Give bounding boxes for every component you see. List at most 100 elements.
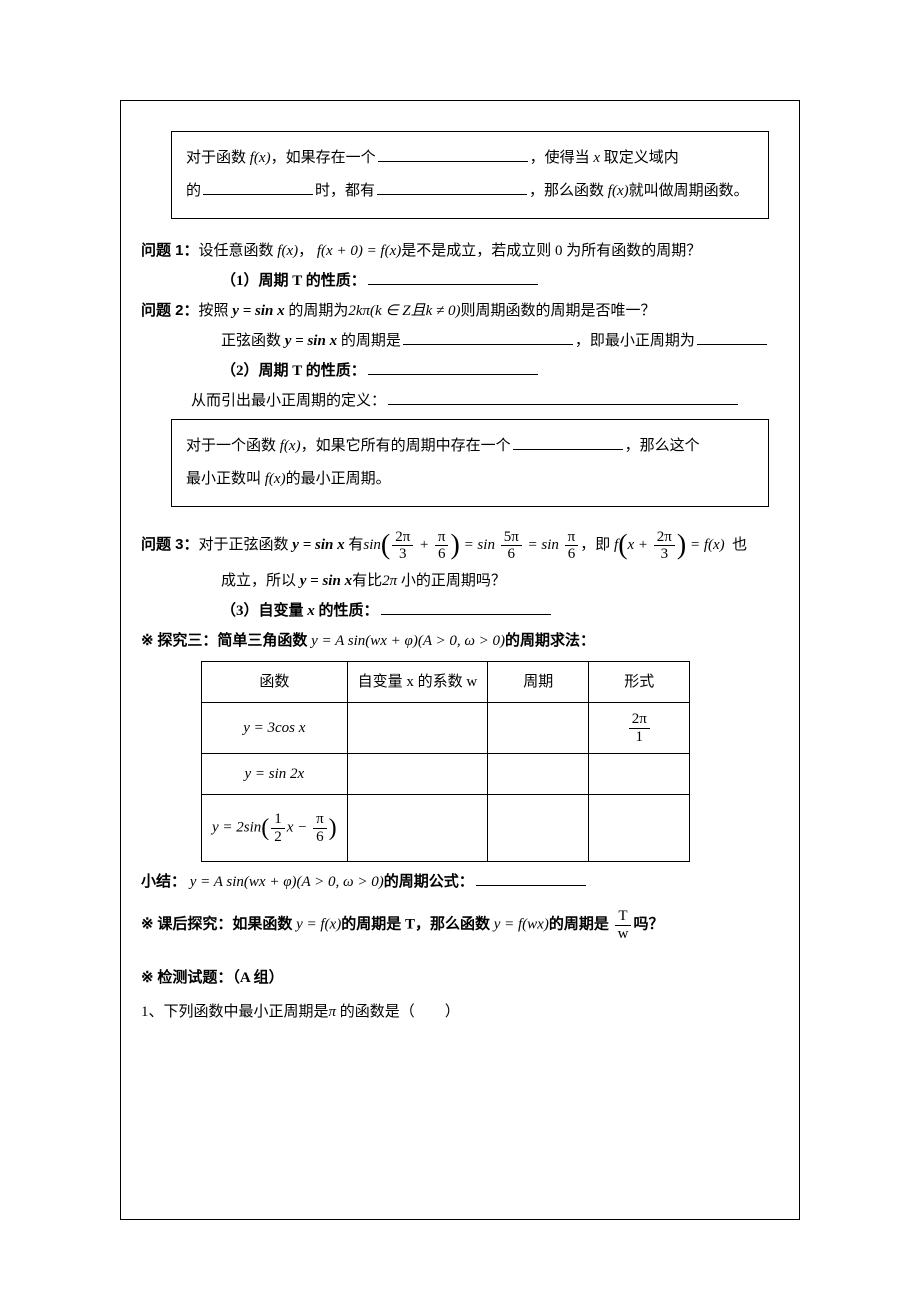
blank-field [513, 434, 623, 450]
cell-form: 2π1 [589, 703, 690, 754]
after-class: ※ 课后探究：如果函数 y = f(x)的周期是 T，那么函数 y = f(wx… [141, 908, 779, 942]
sin-prefix: sin [363, 537, 381, 553]
cell-coef [347, 754, 488, 795]
summary: 小结： y = A sin(wx + φ)(A > 0, ω > 0)的周期公式… [141, 870, 779, 894]
q3-prop: （3）自变量 x 的性质： [221, 599, 779, 623]
def2-text: 的最小正周期。 [286, 471, 391, 487]
rparen-icon: ) [450, 530, 459, 561]
prop2-text: （2）周期 T 的性质： [221, 363, 366, 379]
def1-line1: 对于函数 f(x)，如果存在一个，使得当 x 取定义域内 [186, 142, 754, 175]
q2-period: 2kπ(k ∈ Z且k ≠ 0) [348, 303, 460, 319]
mark-icon: ※ [141, 633, 154, 649]
test-label: 检测试题：（A 组） [157, 970, 283, 986]
rparen-icon: ) [677, 530, 686, 561]
q2-body: 则周期函数的周期是否唯一？ [460, 303, 655, 319]
rparen-icon: ) [329, 815, 337, 841]
table-row: y = 3cos x 2π1 [202, 703, 690, 754]
two-pi: 2π [382, 573, 397, 589]
def1-text: ，那么函数 [529, 183, 604, 199]
q2-body: 的周期为 [288, 303, 348, 319]
def2-line2: 最小正数叫 f(x)的最小正周期。 [186, 463, 754, 496]
plus: + [419, 537, 429, 553]
cell-coef [347, 703, 488, 754]
xminus: x − [287, 819, 308, 835]
def2-line1: 对于一个函数 f(x)，如果它所有的周期中存在一个 ，那么这个 [186, 430, 754, 463]
derive-text: 从而引出最小正周期的定义： [191, 393, 386, 409]
frac-tw: Tw [615, 908, 632, 942]
q3-label: 问题 3： [141, 536, 199, 553]
eq: = sin [528, 537, 559, 553]
q2-text: 的周期是 [341, 333, 401, 349]
def1-text: ，如果存在一个 [271, 150, 376, 166]
y-sinx: y = sin x [232, 303, 284, 319]
def1-line2: 的时，都有，那么函数 f(x)就叫做周期函数。 [186, 175, 754, 208]
den: w [615, 926, 632, 943]
ac-body: 的周期是 T，那么函数 [341, 916, 490, 932]
question-1: 问题 1：设任意函数 f(x)， f(x + 0) = f(x)是不是成立，若成… [141, 239, 779, 263]
xplus: x + [628, 537, 649, 553]
prop1-text: （1）周期 T 的性质： [221, 273, 366, 289]
def1-text: 对于函数 [186, 150, 246, 166]
q2-prop: （2）周期 T 的性质： [221, 359, 779, 383]
ac-label: 课后探究：如果函数 [157, 916, 292, 932]
eq: = sin [464, 537, 495, 553]
den: 6 [501, 546, 522, 563]
q2-line2: 正弦函数 y = sin x 的周期是，即最小正周期为 [221, 329, 779, 353]
cell-fn: y = 3cos x [202, 703, 348, 754]
frac-pi6c: π6 [313, 811, 327, 845]
yfx: y = f(x) [296, 916, 341, 932]
frac-half: 12 [271, 811, 285, 845]
blank-field [388, 389, 738, 405]
q3-tail: 也 [732, 537, 747, 553]
blank-field [381, 599, 551, 615]
num: 1 [271, 811, 285, 829]
lparen-icon: ( [261, 815, 269, 841]
num: π [565, 529, 579, 547]
num: 2π [392, 529, 413, 547]
fx: f(x) [280, 438, 301, 454]
yfwx: y = f(wx) [494, 916, 549, 932]
num: 5π [501, 529, 522, 547]
den: 6 [565, 546, 579, 563]
y-sinx: y = sin x [285, 333, 337, 349]
x-var: x [307, 603, 315, 619]
frac-2pi3: 2π3 [392, 529, 413, 563]
fx: f(x) [608, 183, 629, 199]
lparen-icon: ( [618, 530, 627, 561]
eq-fx: = f(x) [690, 537, 725, 553]
def1-text: ，使得当 [530, 150, 590, 166]
def2-text: ，如果它所有的周期中存在一个 [301, 438, 511, 454]
blank-field [403, 329, 573, 345]
cell-coef [347, 795, 488, 862]
frac-pi6: π6 [435, 529, 449, 563]
q2-label: 问题 2： [141, 302, 199, 319]
y-sinx: y = sin x [300, 573, 352, 589]
frac-pi6b: π6 [565, 529, 579, 563]
lparen-icon: ( [381, 530, 390, 561]
def2-text: ，那么这个 [625, 438, 700, 454]
frac-5pi6: 5π6 [501, 529, 522, 563]
den: 6 [435, 546, 449, 563]
summary-label: 小结： [141, 874, 186, 890]
blank-field [368, 269, 538, 285]
prop3-text: （3）自变量 [221, 603, 304, 619]
explore3-formula: y = A sin(wx + φ)(A > 0, ω > 0) [311, 633, 505, 649]
item-num: 1、 [141, 1004, 164, 1020]
def1-text: 时，都有 [315, 183, 375, 199]
q3-text: 成立，所以 [221, 573, 296, 589]
q1-prop: （1）周期 T 的性质： [221, 269, 779, 293]
def2-text: 对于一个函数 [186, 438, 276, 454]
table-row: y = 2sin(12x − π6) [202, 795, 690, 862]
definition-box-1: 对于函数 f(x)，如果存在一个，使得当 x 取定义域内 的时，都有，那么函数 … [171, 131, 769, 219]
question-3: 问题 3：对于正弦函数 y = sin x 有sin(2π3 + π6) = s… [141, 527, 779, 563]
def1-text: 就叫做周期函数。 [629, 183, 749, 199]
document-page: 对于函数 f(x)，如果存在一个，使得当 x 取定义域内 的时，都有，那么函数 … [0, 0, 920, 1302]
test-item-1: 1、下列函数中最小正周期是π 的函数是（ ） [141, 1000, 779, 1024]
test-section: ※ 检测试题：（A 组） [141, 966, 779, 990]
q2-derive: 从而引出最小正周期的定义： [191, 389, 779, 413]
mark-icon: ※ [141, 916, 154, 932]
def1-text: 取定义域内 [604, 150, 679, 166]
blank-field [203, 179, 313, 195]
th-fn: 函数 [202, 662, 348, 703]
cell-period [488, 703, 589, 754]
